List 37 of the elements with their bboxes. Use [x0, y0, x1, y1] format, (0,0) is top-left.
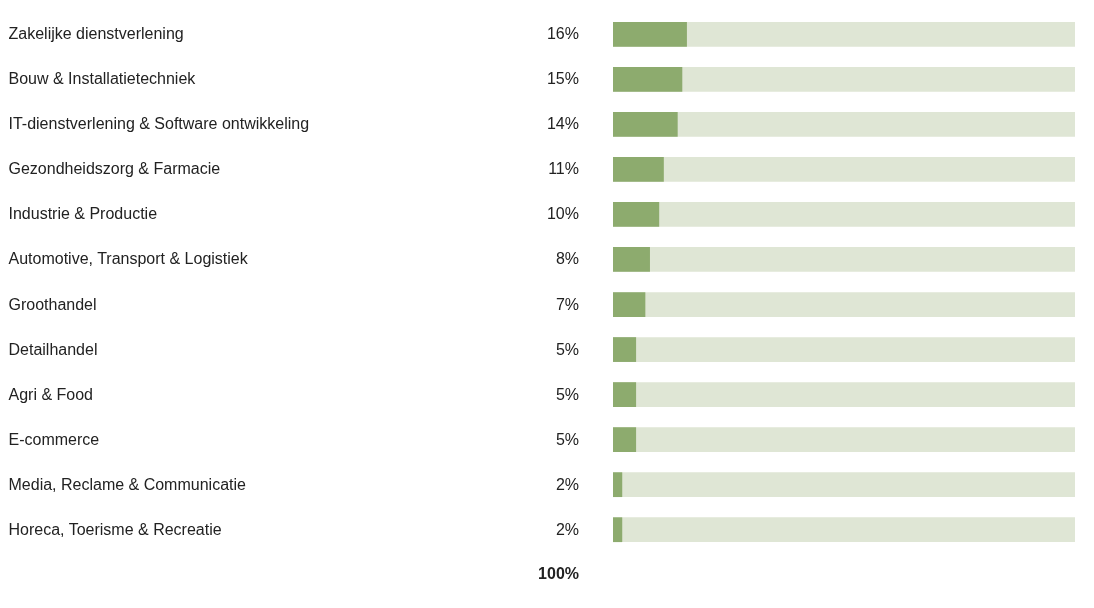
y-tick-label: Groothandel — [8, 295, 97, 313]
bar — [613, 337, 637, 362]
data-label: 14% — [546, 115, 579, 133]
data-label: 5% — [555, 385, 579, 403]
bar — [613, 472, 623, 498]
data-label: 5% — [555, 430, 579, 448]
y-tick-label: Industrie & Productie — [8, 205, 158, 223]
bar — [613, 292, 646, 317]
bar — [613, 66, 683, 92]
y-tick-label: Zakelijke dienstverlening — [8, 25, 184, 43]
data-label: 8% — [555, 250, 579, 268]
y-tick-label: IT-dienstverlening & Software ontwikkeling — [8, 115, 310, 133]
y-tick-label: Agri & Food — [8, 385, 93, 403]
bar — [613, 247, 650, 272]
bar — [613, 111, 678, 137]
bar — [613, 427, 637, 453]
text: 100% — [538, 565, 579, 582]
y-tick-label: Bouw & Installatietechniek — [8, 70, 197, 88]
y-tick-label: E-commerce — [8, 430, 100, 448]
bar — [613, 21, 687, 47]
y-tick-label: Horeca, Toerisme & Recreatie — [8, 520, 222, 538]
data-label: 7% — [555, 295, 579, 313]
data-label: 2% — [555, 475, 579, 493]
data-label: 11% — [548, 160, 579, 178]
data-label: 5% — [555, 340, 579, 358]
data-label: 16% — [546, 25, 579, 43]
y-tick-label: Media, Reclame & Communicatie — [8, 475, 247, 493]
bar — [613, 517, 623, 543]
bar — [613, 157, 664, 182]
bar — [613, 202, 660, 227]
y-tick-label: Detailhandel — [8, 340, 98, 358]
data-label: 2% — [555, 520, 579, 538]
y-tick-label: Automotive, Transport & Logistiek — [8, 250, 249, 268]
data-label: 15% — [546, 70, 579, 88]
data-label: 10% — [546, 205, 579, 223]
y-tick-label: Gezondheidszorg & Farmacie — [8, 160, 221, 178]
bar — [613, 382, 637, 407]
